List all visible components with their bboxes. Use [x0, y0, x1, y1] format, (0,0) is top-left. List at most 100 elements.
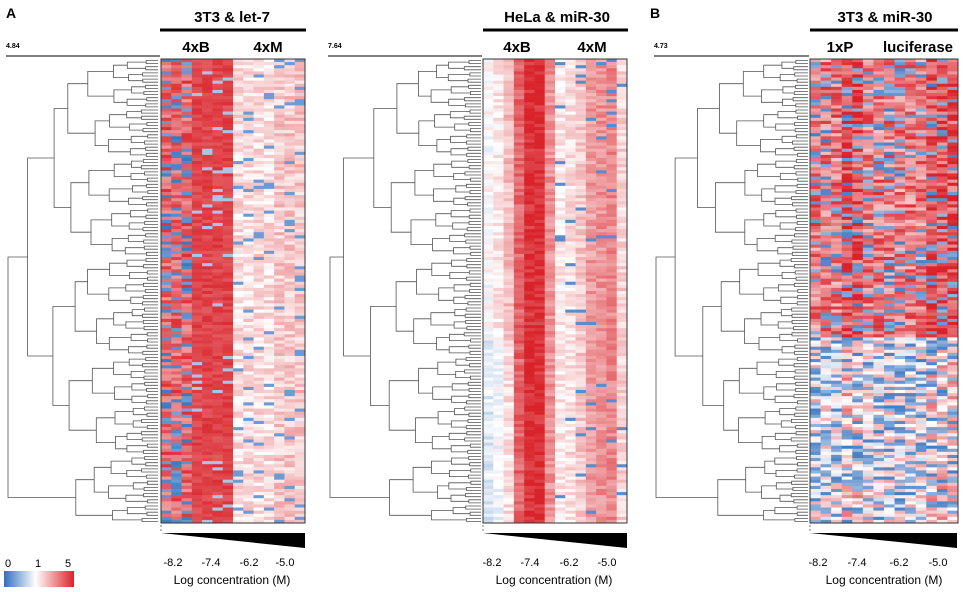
heatmap-cell [585, 362, 597, 366]
heatmap-cell [555, 414, 566, 419]
heatmap-cell [181, 436, 193, 440]
heatmap-cell [555, 454, 566, 459]
heatmap-cell [483, 185, 494, 190]
heatmap-cell [284, 253, 296, 258]
heatmap-cell [161, 272, 172, 276]
heatmap-cell [820, 80, 832, 85]
heatmap-cell [585, 386, 597, 391]
heatmap-cell [596, 427, 607, 431]
heatmap-cell [915, 102, 927, 106]
heatmap-cell [513, 62, 525, 66]
heatmap-cell [585, 108, 597, 112]
heatmap-cell [947, 59, 959, 63]
heatmap-cell [233, 312, 244, 317]
heatmap-cell [161, 315, 172, 320]
heatmap-cell [191, 266, 203, 270]
heatmap-cell [565, 451, 576, 456]
heatmap-cell [191, 244, 203, 248]
heatmap-cell [616, 380, 628, 385]
heatmap-cell [233, 458, 244, 462]
heatmap-cell [862, 83, 874, 88]
heatmap-cell [294, 105, 306, 109]
heatmap-cell [483, 161, 494, 165]
heatmap-cell [181, 377, 193, 381]
heatmap-cell [191, 263, 203, 267]
heatmap-cell [171, 195, 182, 199]
dendrogram-branch [145, 66, 158, 71]
heatmap-cell [575, 232, 587, 236]
heatmap-cell [233, 232, 244, 236]
heatmap-cell [493, 359, 504, 363]
heatmap-cell [181, 93, 193, 97]
heatmap-cell [222, 151, 234, 156]
heatmap-cell [222, 161, 234, 165]
heatmap-cell [926, 102, 938, 106]
heatmap-cell [284, 458, 296, 462]
heatmap-cell [616, 272, 628, 276]
heatmap-cell [513, 519, 525, 524]
heatmap-cell [171, 188, 182, 193]
heatmap-cell [294, 318, 306, 323]
heatmap-cell [212, 473, 224, 477]
heatmap-cell [284, 238, 296, 242]
heatmap-cell [263, 89, 275, 94]
heatmap-cell [544, 188, 556, 193]
heatmap-cell [243, 148, 254, 153]
heatmap-cell [483, 417, 494, 422]
heatmap-cell [585, 479, 597, 484]
heatmap-cell [575, 359, 587, 363]
heatmap-cell [606, 420, 618, 425]
heatmap-cell [253, 222, 265, 227]
heatmap-cell [212, 467, 224, 471]
dendrogram-branch [793, 394, 808, 399]
heatmap-cell [513, 86, 525, 91]
heatmap-cell [513, 334, 525, 338]
heatmap-cell [596, 216, 607, 221]
heatmap-cell [616, 417, 628, 422]
heatmap-cell [513, 371, 525, 375]
heatmap-cell [831, 74, 843, 78]
heatmap-cell [253, 108, 265, 112]
heatmap-cell [191, 250, 203, 255]
heatmap-cell [171, 504, 182, 508]
heatmap-cell [253, 216, 265, 221]
heatmap-cell [191, 157, 203, 162]
heatmap-cell [616, 334, 628, 338]
dendrogram-branch [130, 371, 145, 378]
heatmap-cell [493, 482, 504, 487]
dendrogram-branch [464, 295, 481, 300]
heatmap-cell [212, 396, 224, 400]
dendrogram-branch [796, 183, 808, 188]
heatmap-cell [524, 269, 535, 273]
heatmap-cell [161, 331, 172, 335]
heatmap-cell [555, 130, 566, 134]
heatmap-cell [274, 244, 285, 248]
heatmap-cell [493, 485, 504, 490]
heatmap-cell [565, 399, 576, 403]
heatmap-cell [191, 498, 203, 502]
heatmap-cell [616, 108, 628, 112]
heatmap-cell [596, 127, 607, 131]
heatmap-cell [294, 222, 306, 227]
heatmap-cell [503, 108, 515, 112]
heatmap-cell [222, 377, 234, 381]
heatmap-cell [212, 157, 224, 162]
heatmap-cell [202, 473, 213, 477]
heatmap-cell [565, 510, 576, 515]
heatmap-cell [565, 343, 576, 347]
heatmap-cell [616, 365, 628, 369]
heatmap-cell [202, 154, 213, 159]
heatmap-cell [544, 405, 556, 409]
heatmap-cell [596, 334, 607, 338]
heatmap-cell [222, 315, 234, 320]
heatmap-cell [493, 297, 504, 301]
heatmap-cell [181, 383, 193, 388]
heatmap-cell [493, 266, 504, 270]
panel-1-scale-value: 4.84 [6, 43, 20, 50]
heatmap-cell [524, 346, 535, 351]
heatmap-cell [606, 501, 618, 505]
dendrogram-branch [758, 337, 783, 351]
heatmap-cell [555, 195, 566, 199]
heatmap-cell [263, 383, 275, 388]
heatmap-cell [181, 396, 193, 400]
